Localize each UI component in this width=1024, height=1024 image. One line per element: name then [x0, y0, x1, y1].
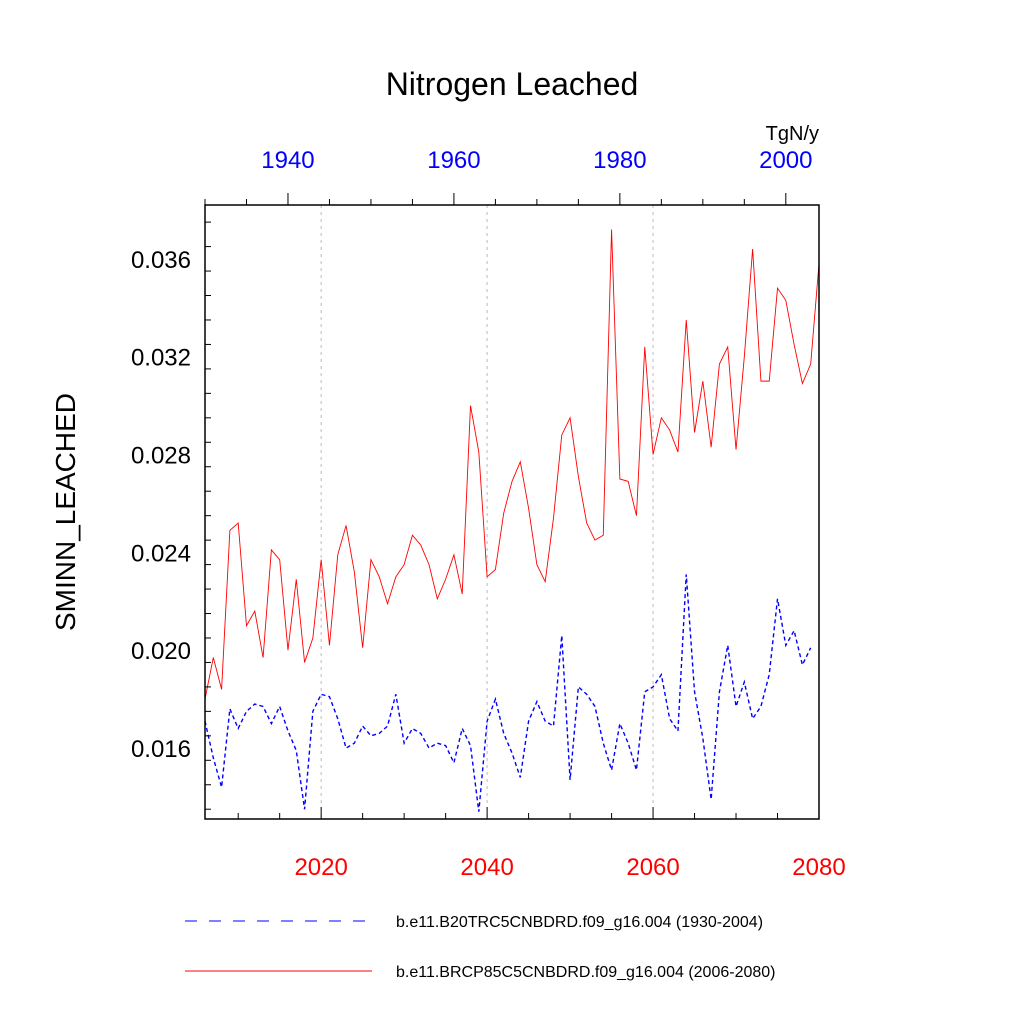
legend-label: b.e11.B20TRC5CNBDRD.f09_g16.004 (1930-20…	[396, 914, 763, 931]
x-top-tick-label: 1940	[261, 147, 314, 174]
y-tick-label: 0.024	[131, 540, 191, 567]
units-label: TgN/y	[766, 123, 819, 145]
y-axis: 0.016 0.020 0.024 0.028 0.032 0.036	[131, 221, 211, 810]
series-line-1	[204, 574, 812, 812]
legend: b.e11.B20TRC5CNBDRD.f09_g16.004 (1930-20…	[185, 914, 775, 981]
series-lines	[204, 229, 820, 812]
x-bottom-tick-label: 2080	[792, 854, 845, 881]
x-axis-bottom: 2020 2040 2060 2080	[237, 807, 846, 881]
legend-label: b.e11.BRCP85C5CNBDRD.f09_g16.004 (2006-2…	[396, 964, 775, 981]
y-tick-label: 0.016	[131, 736, 191, 763]
x-top-tick-label: 1960	[427, 147, 480, 174]
x-bottom-tick-label: 2040	[460, 854, 513, 881]
chart-title: Nitrogen Leached	[386, 66, 639, 102]
vertical-gridlines	[320, 205, 654, 819]
x-top-tick-label: 1980	[593, 147, 646, 174]
y-tick-label: 0.028	[131, 443, 191, 470]
x-axis-top: 1940 1960 1980 2000	[204, 147, 813, 205]
y-tick-label: 0.020	[131, 638, 191, 665]
y-axis-label: SMINN_LEACHED	[50, 393, 81, 631]
y-tick-label: 0.036	[131, 247, 191, 274]
y-tick-label: 0.032	[131, 345, 191, 372]
plot-frame	[204, 204, 820, 820]
x-bottom-tick-label: 2020	[294, 854, 347, 881]
series-line-2	[204, 229, 820, 700]
x-bottom-tick-label: 2060	[626, 854, 679, 881]
x-top-tick-label: 2000	[759, 147, 812, 174]
